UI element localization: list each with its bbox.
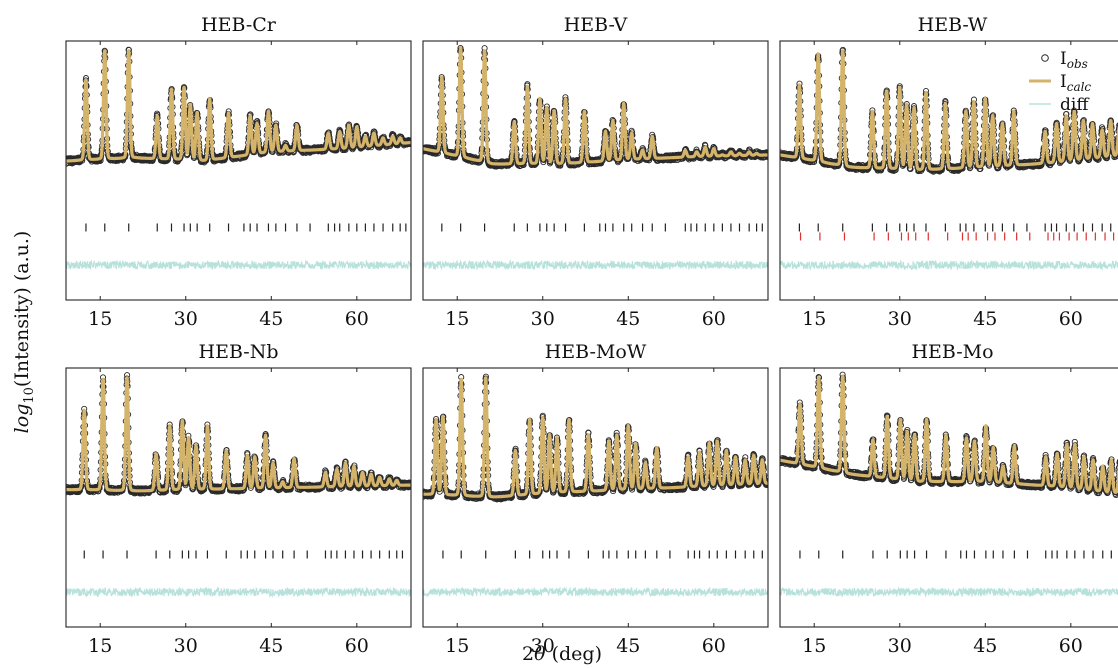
panel-1: HEB-Cr 15 30 45 60 xyxy=(65,14,412,330)
series-calculated xyxy=(66,49,411,163)
plot-area xyxy=(423,44,768,271)
x-tick-label: 30 xyxy=(888,308,912,330)
phase-ticks-1 xyxy=(798,223,1112,232)
phase-ticks-2 xyxy=(799,232,1115,241)
plot-area xyxy=(66,46,411,271)
panel-title: HEB-W xyxy=(918,14,988,36)
phase-ticks-1 xyxy=(441,223,763,232)
series-difference xyxy=(423,259,768,271)
series-observed xyxy=(66,46,411,167)
panel-2: HEB-V 15 30 45 60 xyxy=(422,14,769,330)
series-observed xyxy=(423,44,768,170)
panel-frame xyxy=(422,40,769,301)
panels: HEB-Cr 15 30 45 60 HEB-V 15 30 45 60 HEB-W 15 30 45 60… xyxy=(65,14,1118,657)
x-tick-label: 45 xyxy=(973,308,997,330)
panel-title: HEB-Nb xyxy=(199,341,279,363)
x-tick-label: 60 xyxy=(1059,308,1083,330)
panel-frame xyxy=(65,40,412,301)
panel-title: HEB-V xyxy=(564,14,628,36)
series-difference xyxy=(780,258,1118,272)
x-tick-label: 45 xyxy=(259,308,283,330)
plot-area xyxy=(66,372,411,599)
x-tick-label: 15 xyxy=(445,308,469,330)
phase-ticks-1 xyxy=(85,223,407,232)
series-difference xyxy=(66,259,411,271)
x-tick-label: 30 xyxy=(174,308,198,330)
x-tick-label: 15 xyxy=(88,308,112,330)
x-tick-label: 45 xyxy=(616,308,640,330)
panel-title: HEB-Cr xyxy=(201,14,277,36)
x-tick-label: 60 xyxy=(702,308,726,330)
x-tick-label: 60 xyxy=(345,308,369,330)
x-tick-label: 15 xyxy=(802,308,826,330)
x-tick-label: 30 xyxy=(531,308,555,330)
